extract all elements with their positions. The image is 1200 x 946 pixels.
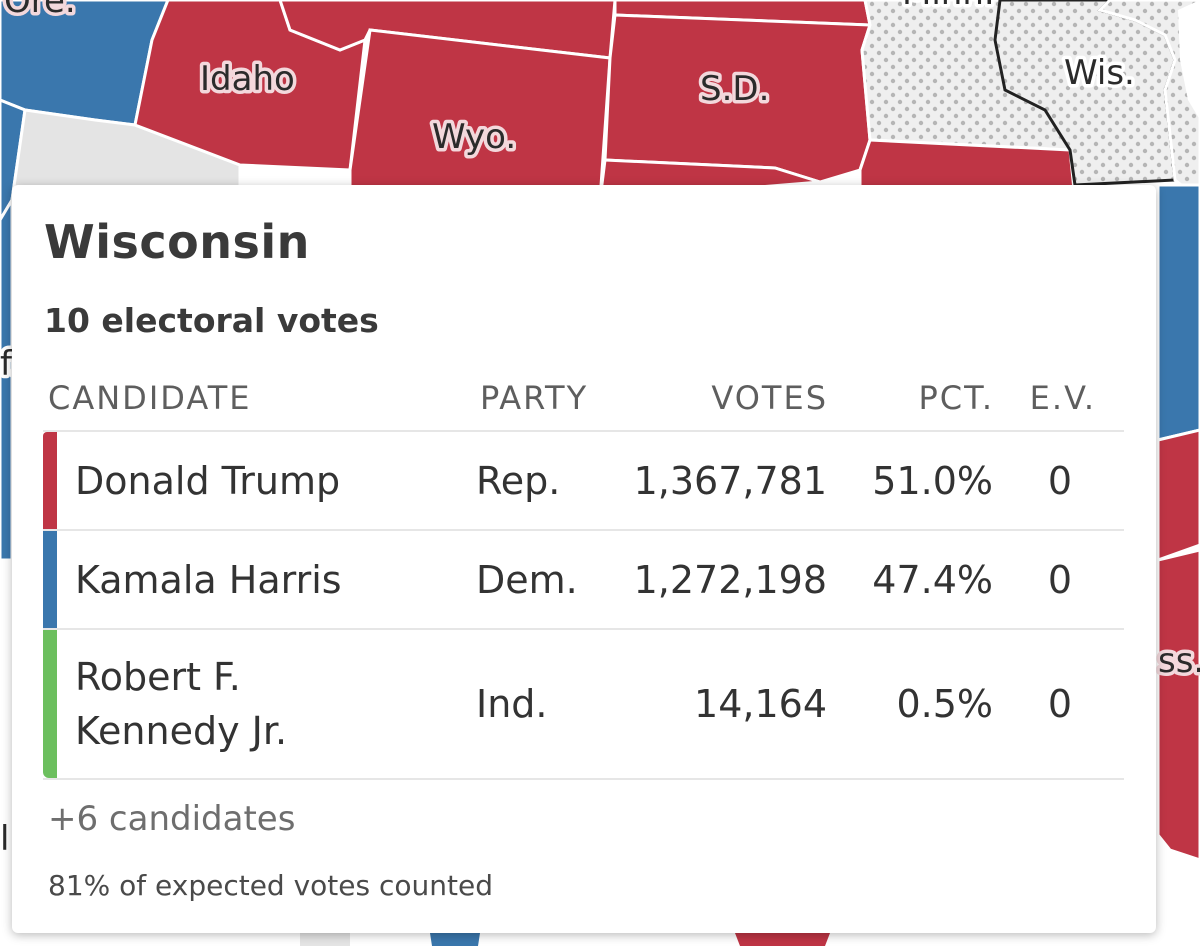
candidate-party: Rep. bbox=[476, 458, 561, 503]
state-mississippi[interactable] bbox=[1156, 548, 1200, 862]
candidate-name: Kamala Harris bbox=[75, 557, 342, 602]
state-texas-lower[interactable] bbox=[735, 933, 830, 946]
column-header-pct: PCT. bbox=[918, 379, 994, 417]
column-header-candidate: CANDIDATE bbox=[48, 379, 252, 417]
candidate-pct: 47.4% bbox=[872, 557, 993, 602]
state-illinois[interactable] bbox=[1156, 183, 1200, 442]
party-color-bar bbox=[43, 630, 57, 778]
table-row: Kamala Harris Dem. 1,272,198 47.4% 0 bbox=[43, 531, 1124, 630]
candidate-pct: 51.0% bbox=[872, 458, 993, 503]
more-candidates-link[interactable]: +6 candidates bbox=[48, 799, 296, 839]
table-row: Robert F. Kennedy Jr. Ind. 14,164 0.5% 0 bbox=[43, 630, 1124, 780]
candidate-name: Donald Trump bbox=[75, 458, 341, 503]
state-results-tooltip: Wisconsin 10 electoral votes CANDIDATE P… bbox=[12, 185, 1156, 933]
candidate-party: Ind. bbox=[476, 682, 548, 726]
column-header-ev: E.V. bbox=[1029, 379, 1096, 417]
state-new-mexico-lower[interactable] bbox=[430, 933, 480, 946]
state-kentucky[interactable] bbox=[1156, 428, 1200, 563]
candidate-votes: 14,164 bbox=[694, 682, 827, 726]
map-label-wyoming: Wyo. bbox=[432, 117, 516, 157]
tooltip-state-name: Wisconsin bbox=[44, 215, 310, 269]
candidate-votes: 1,367,781 bbox=[633, 458, 827, 503]
map-label-idaho: Idaho bbox=[200, 59, 295, 99]
candidate-party: Dem. bbox=[476, 557, 578, 602]
candidate-ev: 0 bbox=[1047, 557, 1072, 602]
candidate-votes: 1,272,198 bbox=[633, 557, 827, 602]
map-label-left-partial: l bbox=[0, 819, 9, 859]
lake-michigan bbox=[1178, 0, 1200, 120]
results-table: Donald Trump Rep. 1,367,781 51.0% 0 Kama… bbox=[43, 430, 1124, 780]
map-label-south-dakota: S.D. bbox=[700, 69, 769, 109]
state-michigan[interactable] bbox=[1097, 0, 1200, 202]
candidate-ev: 0 bbox=[1047, 458, 1072, 503]
table-row: Donald Trump Rep. 1,367,781 51.0% 0 bbox=[43, 432, 1124, 531]
map-label-minnesota: Minn. bbox=[902, 0, 995, 13]
tooltip-electoral-votes: 10 electoral votes bbox=[44, 301, 379, 340]
party-color-bar bbox=[43, 432, 57, 529]
map-label-mississippi-partial: ss. bbox=[1158, 641, 1200, 681]
state-arizona-lower[interactable] bbox=[300, 933, 350, 946]
party-color-bar bbox=[43, 531, 57, 628]
column-header-votes: VOTES bbox=[711, 379, 828, 417]
candidate-pct: 0.5% bbox=[896, 682, 993, 726]
candidate-ev: 0 bbox=[1047, 682, 1072, 726]
state-wyoming[interactable] bbox=[348, 28, 612, 202]
candidate-name: Robert F. Kennedy Jr. bbox=[75, 655, 288, 753]
map-label-wisconsin: Wis. bbox=[1064, 53, 1135, 93]
map-label-oregon: Ore. bbox=[4, 0, 76, 21]
column-header-party: PARTY bbox=[480, 379, 589, 417]
votes-counted-status: 81% of expected votes counted bbox=[48, 869, 493, 902]
